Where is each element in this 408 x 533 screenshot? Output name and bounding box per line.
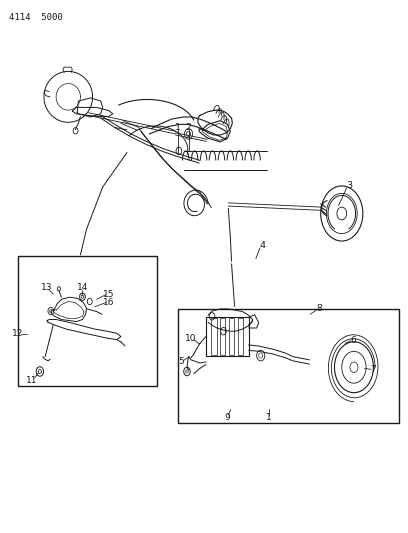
Bar — [206, 317, 248, 356]
Text: 1: 1 — [175, 123, 181, 132]
Text: 4: 4 — [260, 241, 266, 250]
Text: 15: 15 — [103, 289, 115, 298]
Text: 6: 6 — [350, 336, 356, 345]
Text: 2: 2 — [186, 123, 192, 132]
Text: 14: 14 — [77, 283, 88, 292]
Text: 10: 10 — [185, 334, 196, 343]
Bar — [229, 318, 234, 354]
Text: 16: 16 — [103, 297, 115, 306]
Text: 8: 8 — [316, 304, 322, 313]
Bar — [177, 309, 399, 423]
Bar — [237, 318, 243, 354]
Bar — [18, 256, 157, 386]
Text: 11: 11 — [26, 376, 38, 385]
Text: 7: 7 — [370, 365, 376, 374]
Text: 1: 1 — [266, 413, 272, 422]
Bar — [211, 318, 217, 354]
Text: 9: 9 — [225, 413, 231, 422]
Text: 5: 5 — [178, 358, 184, 367]
Text: 3: 3 — [346, 181, 352, 190]
Text: 13: 13 — [41, 283, 53, 292]
Text: 4114  5000: 4114 5000 — [9, 13, 63, 22]
Bar — [220, 318, 226, 354]
Text: 12: 12 — [12, 329, 23, 338]
